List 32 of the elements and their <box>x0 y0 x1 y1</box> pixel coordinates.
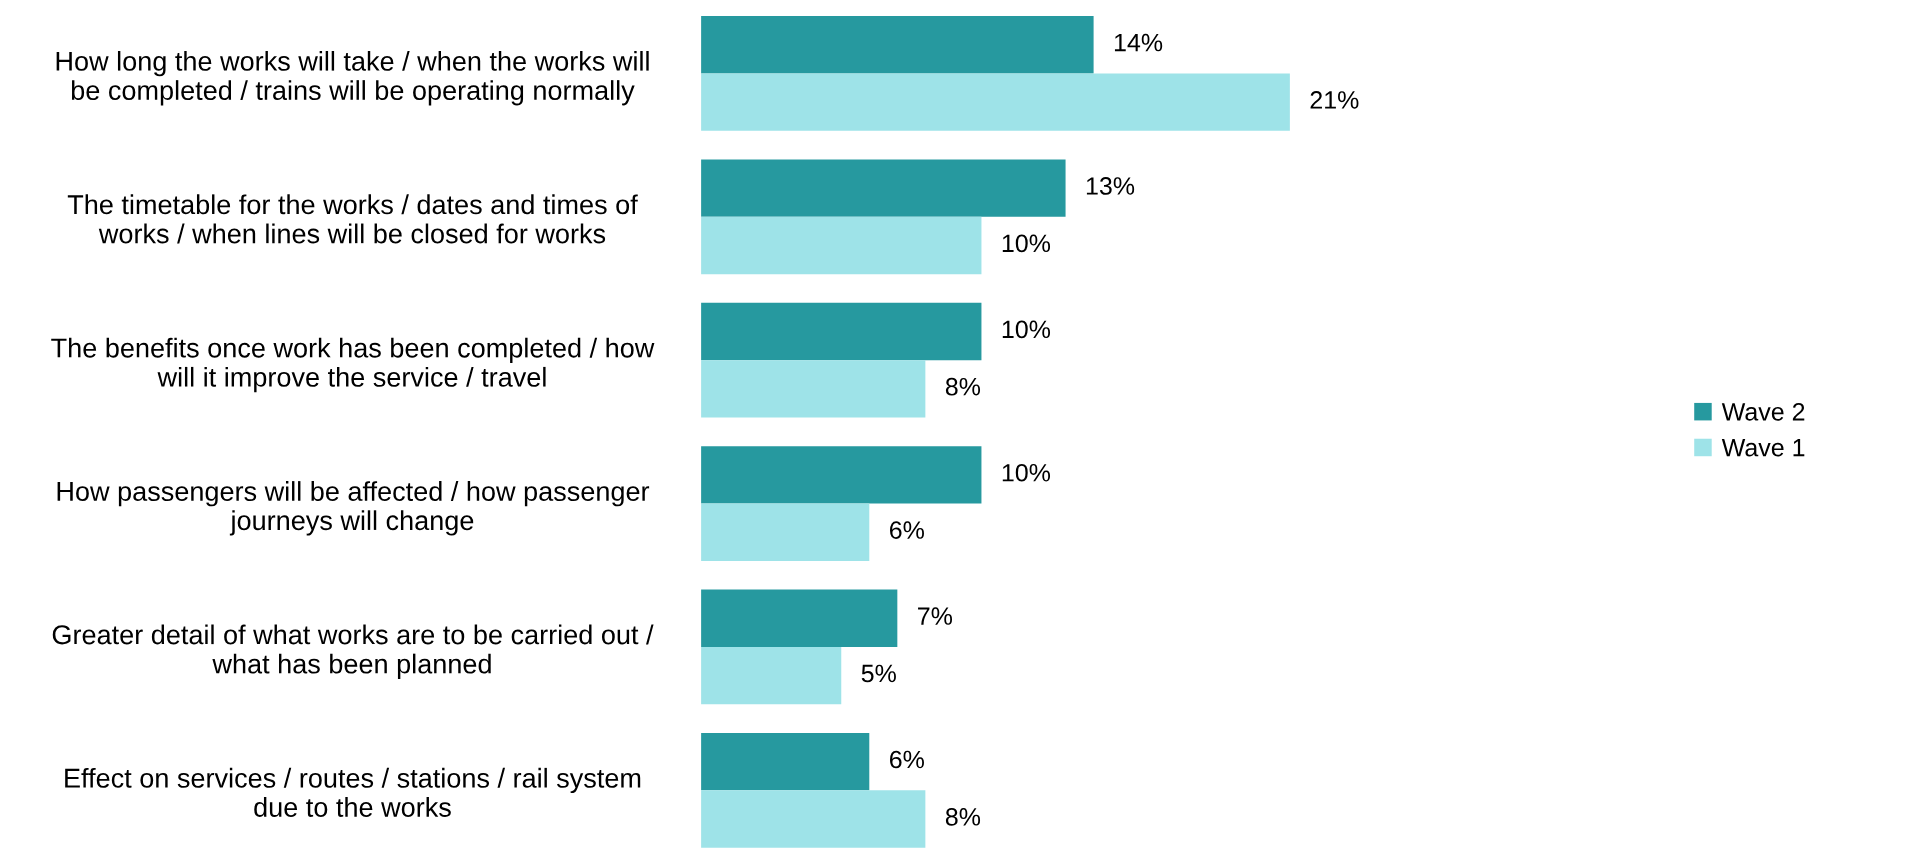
data-label: 6% <box>890 750 924 769</box>
y-tick-label: The benefits once work has been completed / how will it improve the service / travel <box>51 337 655 393</box>
bar <box>701 159 1066 217</box>
data-label: 7% <box>918 607 953 625</box>
data-label: 21% <box>1310 91 1359 109</box>
data-label: 10% <box>1002 463 1051 482</box>
data-label: 8% <box>945 377 981 396</box>
y-tick-label: Effect on services / routes / stations / rail system due to the works <box>65 767 641 817</box>
bar <box>701 216 982 275</box>
bar <box>701 360 926 418</box>
data-label: 6% <box>890 521 924 539</box>
bar <box>701 16 1094 74</box>
bar <box>701 73 1290 131</box>
legend-label: Wave 2 <box>1721 402 1805 421</box>
data-label: 14% <box>1114 33 1163 52</box>
legend-label: Wave 1 <box>1721 439 1805 457</box>
y-tick-label: How long the works will take / when the works will be completed / trains will be operating normally <box>56 50 649 106</box>
data-label: 10% <box>1002 234 1051 253</box>
data-label: 13% <box>1086 177 1135 195</box>
bar <box>701 302 982 361</box>
bar <box>701 790 926 848</box>
data-label: 5% <box>861 664 896 683</box>
bar <box>701 446 982 504</box>
data-label: 10% <box>1002 320 1051 339</box>
bar <box>701 732 870 791</box>
bar <box>701 589 898 647</box>
y-tick-label: Greater detail of what works are to be carried out / what has been planned <box>52 624 654 679</box>
bar <box>701 646 842 705</box>
y-tick-label: The timetable for the works / dates and times of works / when lines will be closed for works <box>67 194 638 244</box>
data-label: 8% <box>945 807 981 826</box>
bar <box>701 503 870 561</box>
y-tick-label: How passengers will be affected / how passenger journeys will change <box>57 481 650 536</box>
